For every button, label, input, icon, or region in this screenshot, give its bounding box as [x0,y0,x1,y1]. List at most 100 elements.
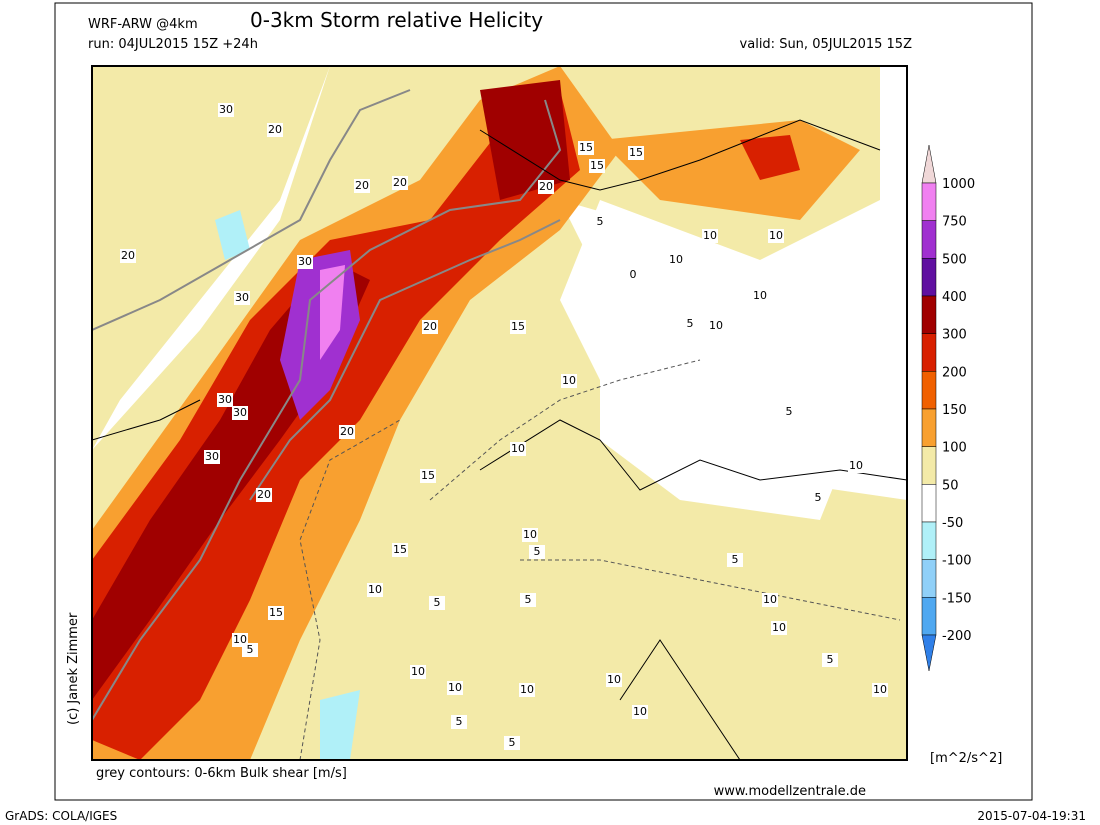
colorbar-swatch [921,182,937,221]
colorbar-label: 50 [942,478,959,493]
contour-label: 5 [456,715,463,728]
contour-label-box [217,393,233,407]
contour-label: 15 [590,159,604,172]
contour-label-box [529,545,545,559]
contour-label-box [872,683,888,697]
contour-label-box [256,488,272,502]
contour-label-box [561,374,577,388]
contour-label-box [578,141,594,155]
contour-label: 10 [703,229,717,242]
map-field [92,66,907,760]
contour-label-box [420,469,436,483]
contour-label: 20 [340,425,354,438]
colorbar-label: 500 [942,252,967,267]
page-border [54,2,1033,801]
contour-label-box [822,653,838,667]
contour-label: 10 [523,528,537,541]
contour-label-box [625,268,641,282]
model-label: WRF-ARW @4km [88,17,198,32]
colorbar-label: 400 [942,290,967,305]
contour-label-box [519,683,535,697]
contour-label: 15 [511,320,525,333]
contour-label: 10 [233,633,247,646]
contour-label: 20 [257,488,271,501]
contour-label-box [234,291,250,305]
contour-label-box [510,442,526,456]
contour-label-box [504,736,520,750]
contour-label: 10 [607,673,621,686]
colorbar-arrow [921,634,937,672]
contour-label: 15 [629,146,643,159]
contour-label: 15 [393,543,407,556]
colorbar-label: 300 [942,328,967,343]
contour-label-box [752,289,768,303]
copyright: (c) Janek Zimmer [66,612,81,725]
contour-label: 10 [669,253,683,266]
contour-label-box [762,593,778,607]
contour-label: 15 [579,141,593,154]
contour-label-box [538,180,554,194]
contour-label: 15 [269,606,283,619]
contour-label: 10 [448,681,462,694]
contour-label: 10 [368,583,382,596]
contour-label: 10 [753,289,767,302]
colorbar-swatch [921,333,937,372]
contour-label: 10 [562,374,576,387]
colorbar-swatch [921,408,937,447]
contour-label: 5 [247,643,254,656]
contour-label-box [354,179,370,193]
contour-label-box [339,425,355,439]
contour-label: 20 [268,123,282,136]
contour-label-box [410,665,426,679]
colorbar-label: 200 [942,365,967,380]
contour-label-box [768,229,784,243]
contour-label: 30 [218,393,232,406]
colorbar-label: 750 [942,215,967,230]
contour-label-box [422,320,438,334]
contour-label-box [232,406,248,420]
contour-label: 10 [411,665,425,678]
colorbar-swatch [921,371,937,410]
colorbar-swatch [921,220,937,259]
contour-label-box [510,320,526,334]
contour-label: 30 [233,406,247,419]
contour-label-box [708,319,724,333]
timestamp: 2015-07-04-19:31 [977,809,1086,823]
contour-label: 30 [205,450,219,463]
contour-label: 30 [235,291,249,304]
colorbar-label: -50 [942,516,963,531]
contour-label-box [204,450,220,464]
website: www.modellzentrale.de [714,784,866,799]
valid-label: valid: Sun, 05JUL2015 15Z [740,37,913,52]
colorbar: 1000 750 500 400 300 200 150 100 50 -50 -100 -150 -2… [921,144,975,672]
contour-label-box [218,103,234,117]
contour-label: 5 [732,553,739,566]
colorbar-swatch [921,258,937,297]
contour-label: 10 [873,683,887,696]
contour-label: 10 [520,683,534,696]
contour-label: 5 [434,596,441,609]
colorbar-label: -100 [942,554,972,569]
contour-label: 20 [355,179,369,192]
contour-label: 10 [709,319,723,332]
contour-label: 20 [121,249,135,262]
contour-label-box [810,491,826,505]
contour-label: 5 [597,215,604,228]
contour-label: 30 [219,103,233,116]
contour-label-box [702,229,718,243]
colorbar-label: 1000 [942,177,975,192]
colorbar-swatch [921,521,937,560]
colorbar-label: -200 [942,629,972,644]
colorbar-swatch [921,559,937,598]
contour-label: 15 [421,469,435,482]
contour-label-box [367,583,383,597]
contour-label-box [392,176,408,190]
contour-label: 5 [827,653,834,666]
title: 0-3km Storm relative Helicity [250,8,543,32]
contour-label-box [451,715,467,729]
contour-label-box [628,146,644,160]
grads-credit: GrADS: COLA/IGES [5,809,117,823]
contour-label: 30 [298,255,312,268]
contour-label-box [668,253,684,267]
